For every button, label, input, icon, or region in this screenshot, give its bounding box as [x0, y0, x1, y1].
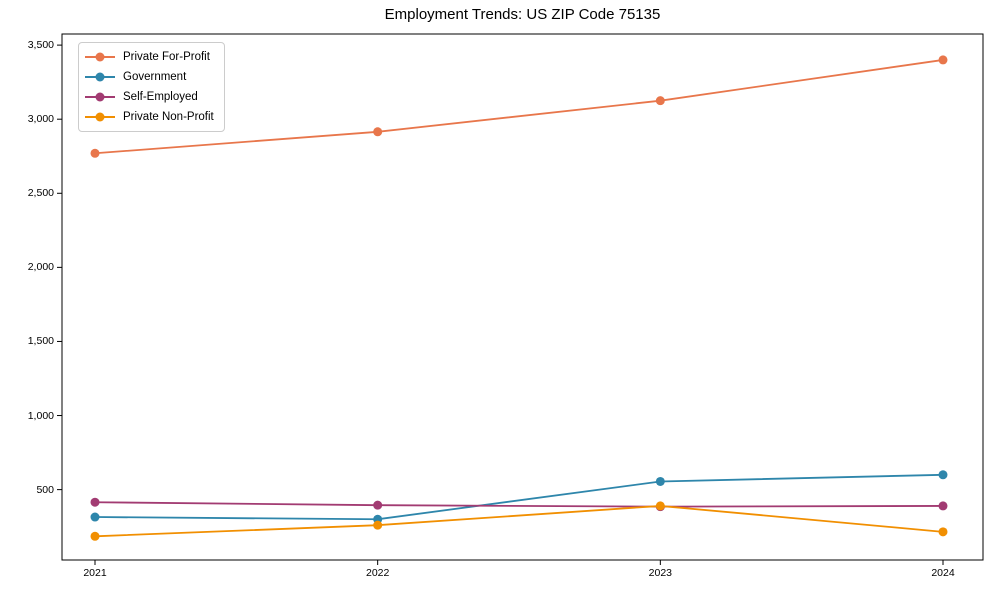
legend-label: Private For-Profit — [123, 51, 210, 63]
y-axis-tick-label: 1,500 — [27, 335, 54, 348]
data-point-marker — [655, 96, 665, 106]
x-axis-tick-label: 2024 — [931, 567, 955, 579]
data-point-marker — [373, 500, 383, 510]
y-axis-tick-label: 3,000 — [27, 113, 54, 126]
chart-title: Employment Trends: US ZIP Code 75135 — [384, 6, 661, 23]
legend-line-marker-icon — [85, 111, 115, 123]
y-axis-tick-label: 2,000 — [27, 261, 54, 274]
data-point-marker — [90, 148, 100, 158]
series-line-private-non-profit — [94, 505, 944, 538]
legend-item-private-for-profit: Private For-Profit — [85, 47, 214, 67]
x-axis-tick-label: 2021 — [83, 567, 107, 579]
legend-label: Private Non-Profit — [123, 111, 214, 123]
legend-item-self-employed: Self-Employed — [85, 87, 214, 107]
legend-label: Government — [123, 71, 187, 83]
series-line-private-for-profit — [94, 59, 944, 155]
legend-line-marker-icon — [85, 91, 115, 103]
data-point-marker — [938, 501, 948, 511]
series-line-government — [94, 473, 944, 521]
data-point-marker — [90, 497, 100, 507]
legend-label: Self-Employed — [123, 91, 198, 103]
y-axis-tick-label: 1,000 — [27, 409, 54, 422]
data-point-marker — [938, 470, 948, 480]
data-point-marker — [655, 476, 665, 486]
y-axis-tick-label: 2,500 — [27, 187, 54, 200]
legend-line-marker-icon — [85, 51, 115, 63]
plot-border — [61, 33, 984, 561]
x-axis-tick-label: 2022 — [365, 567, 390, 579]
legend-item-private-non-profit: Private Non-Profit — [85, 107, 214, 127]
data-point-marker — [938, 55, 948, 65]
legend-line-marker-icon — [85, 71, 115, 83]
legend: Private For-Profit Government Self-Emplo… — [78, 42, 225, 132]
y-axis-tick-label: 3,500 — [27, 39, 54, 52]
legend-item-government: Government — [85, 67, 214, 87]
data-point-marker — [373, 127, 383, 137]
data-point-marker — [90, 512, 100, 522]
data-point-marker — [655, 501, 665, 511]
x-axis-tick-label: 2023 — [648, 567, 673, 579]
data-point-marker — [90, 531, 100, 541]
data-point-marker — [373, 520, 383, 530]
series-line-self-employed — [94, 501, 944, 508]
y-axis-tick-label: 500 — [36, 483, 54, 496]
data-point-marker — [938, 527, 948, 537]
